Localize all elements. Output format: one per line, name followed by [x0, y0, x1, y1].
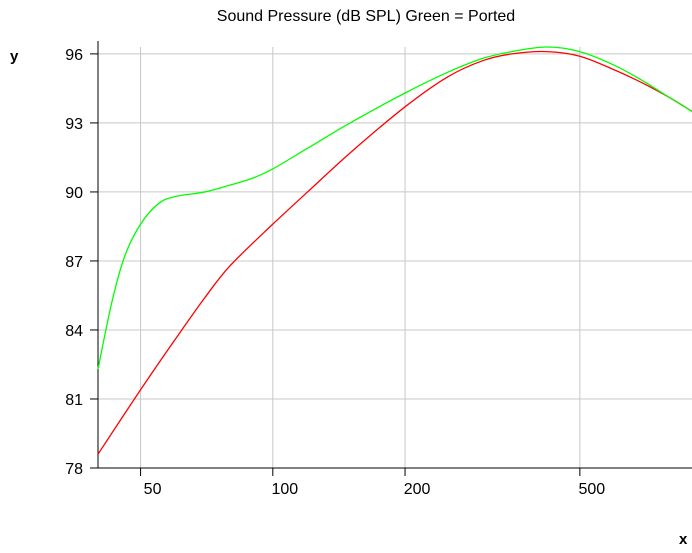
y-tick-label: 90: [65, 185, 83, 202]
y-tick-label: 96: [65, 47, 83, 64]
y-tick-label: 81: [65, 392, 83, 409]
x-tick-label: 50: [144, 481, 162, 498]
x-axis-label: x: [679, 531, 688, 548]
y-tick-label: 93: [65, 116, 83, 133]
y-tick-label: 84: [65, 323, 83, 340]
series-line-red: [97, 50, 692, 455]
y-tick-label: 78: [65, 461, 83, 478]
y-tick-label: 87: [65, 254, 83, 271]
y-axis-label: y: [10, 48, 19, 65]
x-tick-label: 500: [579, 481, 606, 498]
chart-title: Sound Pressure (dB SPL) Green = Ported: [216, 8, 516, 25]
series-line-green: [97, 46, 692, 370]
x-tick-label: 100: [271, 481, 298, 498]
x-tick-label: 200: [404, 481, 431, 498]
